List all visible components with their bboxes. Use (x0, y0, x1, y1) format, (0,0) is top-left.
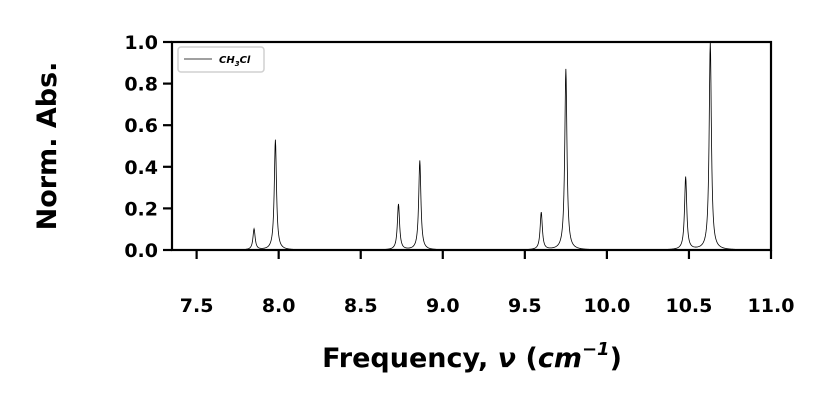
x-tick-label: 11.0 (748, 295, 795, 317)
x-axis-title-symbol: ν (498, 343, 516, 374)
legend-label: CH3Cl (219, 55, 251, 68)
spectrum-line (245, 41, 771, 251)
x-tick-label: 8.0 (262, 295, 296, 317)
x-axis-title-prefix: Frequency, (322, 343, 498, 374)
x-axis-title-close: ) (610, 343, 622, 374)
y-axis-title: Norm. Abs. (32, 62, 63, 231)
x-tick-label: 8.5 (344, 295, 378, 317)
y-tick-label: 1.0 (124, 32, 158, 54)
x-tick-label: 7.5 (180, 295, 214, 317)
y-tick-label: 0.8 (124, 74, 158, 96)
legend-box (177, 46, 265, 73)
x-tick-label: 9.5 (508, 295, 542, 317)
y-tick-label: 0.2 (124, 198, 158, 220)
y-tick-label: 0.6 (124, 115, 158, 137)
x-axis-title-open: ( (516, 343, 538, 374)
x-tick-label: 9.0 (426, 295, 460, 317)
trace-layer (245, 41, 771, 251)
legend-label-sub: 3 (235, 60, 240, 68)
x-axis-title-exponent: −1 (582, 339, 610, 360)
legend-label-tail: Cl (240, 55, 251, 66)
legend: CH3Cl (177, 46, 265, 73)
x-tick-label: 10.5 (665, 295, 712, 317)
y-tick-label: 0.0 (124, 240, 158, 262)
x-axis-title-unit: cm (538, 343, 582, 374)
y-tick-label: 0.4 (124, 157, 158, 179)
x-tick-label: 10.0 (583, 295, 630, 317)
tick-layer: 7.5 8.0 8.5 9.0 9.5 10.0 10.5 11.0 0.0 0.2 0.4 0.6 0… (124, 32, 794, 317)
x-axis-title: Frequency, ν (cm−1) (322, 339, 622, 374)
legend-label-base: CH (219, 55, 235, 66)
